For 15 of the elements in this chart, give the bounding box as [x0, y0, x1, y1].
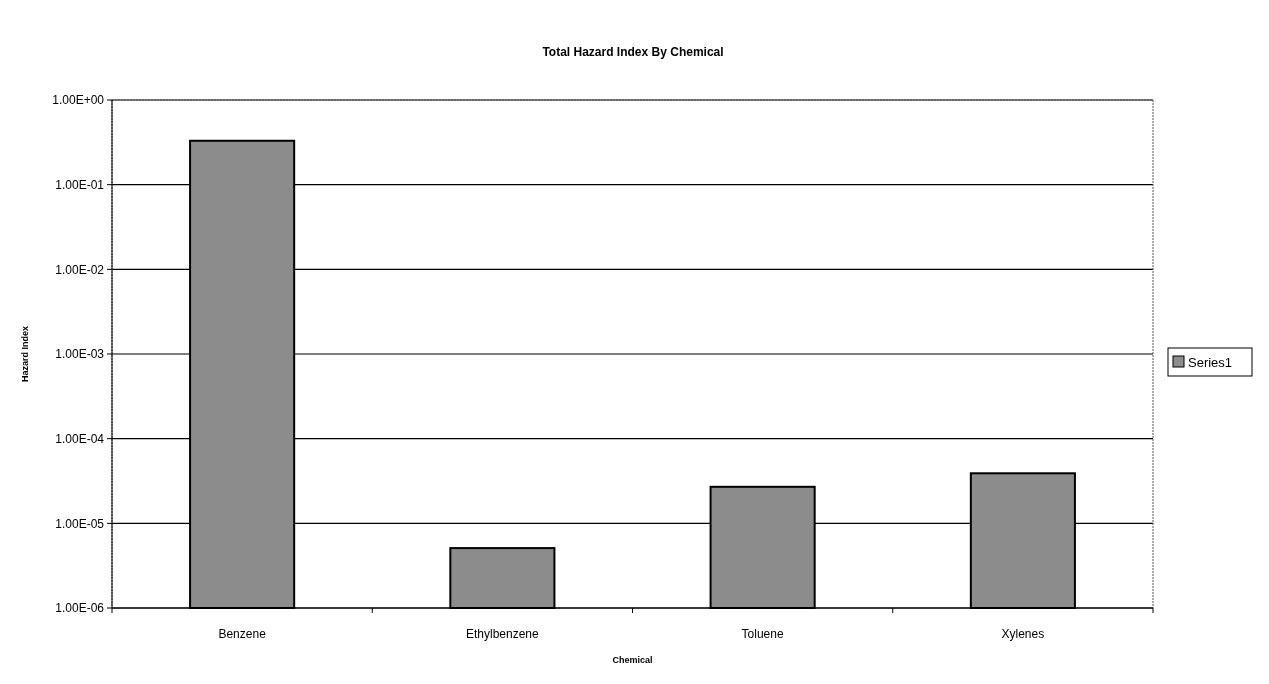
y-tick-label: 1.00E+00: [52, 93, 105, 108]
x-tick-label: Benzene: [218, 627, 267, 641]
x-tick-label: Ethylbenzene: [466, 627, 540, 641]
x-axis-title: Chemical: [612, 655, 653, 665]
chart-title: Total Hazard Index By Chemical: [542, 45, 724, 59]
y-tick-label: 1.00E-05: [55, 516, 105, 531]
y-tick-label: 1.00E-06: [55, 601, 105, 616]
y-tick-label: 1.00E-04: [55, 431, 105, 446]
x-tick-label: Toluene: [741, 627, 784, 641]
y-tick-label: 1.00E-02: [55, 262, 105, 277]
y-tick-label: 1.00E-03: [55, 347, 105, 362]
y-tick-label: 1.00E-01: [55, 177, 105, 192]
legend-label: Series1: [1188, 354, 1233, 370]
x-tick-label: Xylenes: [1001, 627, 1045, 641]
y-axis-title: Hazard Index: [20, 325, 30, 383]
